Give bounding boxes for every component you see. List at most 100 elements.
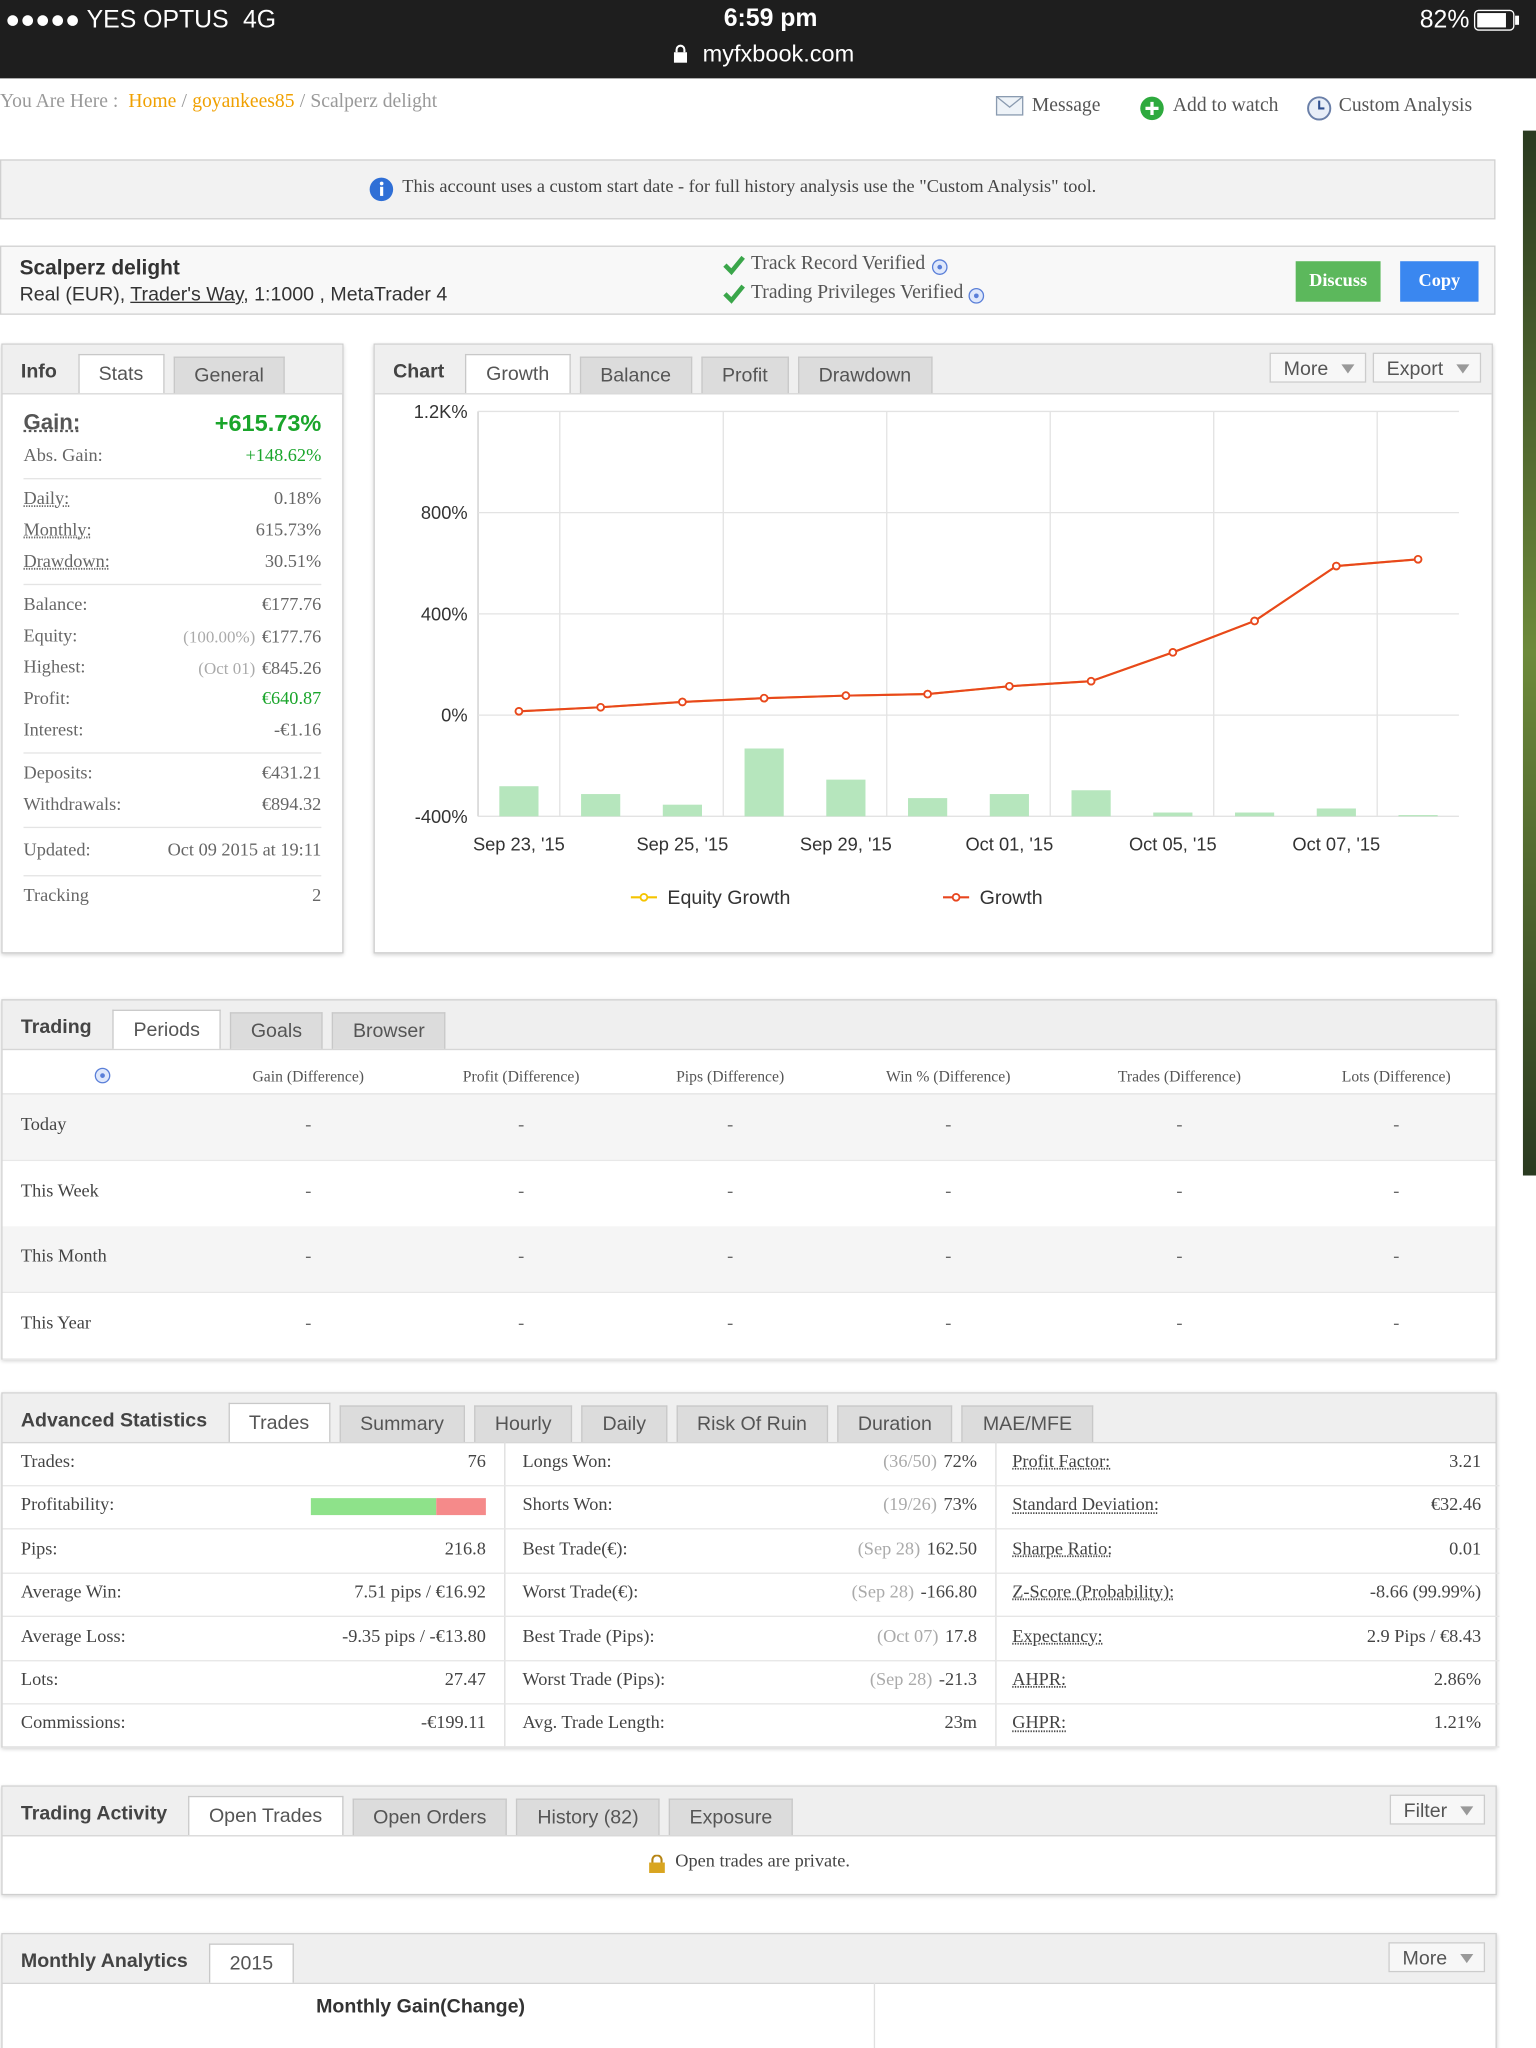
monthly-panel: Monthly Analytics 2015 More Monthly Gain(Ch… — [1, 1933, 1497, 2048]
tab[interactable]: Goals — [229, 1012, 323, 1049]
stat-value: 17.8 — [944, 1626, 977, 1647]
stat-row: Withdrawals: €894.32 — [24, 790, 322, 821]
bar — [1398, 815, 1438, 817]
cell: - — [727, 1181, 734, 1201]
bar — [744, 748, 784, 817]
stat-value: €32.46 — [1430, 1496, 1482, 1516]
action-link[interactable]: Message — [1031, 95, 1101, 117]
row-divider — [2, 1746, 505, 1749]
stat-value: 2 — [312, 886, 322, 907]
gain-row: Gain: +615.73% — [24, 405, 322, 442]
tab[interactable]: Stats — [77, 353, 165, 394]
action-link[interactable]: Add to watch — [1172, 95, 1279, 117]
stat-note: (Sep 28) — [851, 1583, 915, 1603]
stat-label: Equity: — [23, 626, 78, 647]
stat-value-wrap: 3.21 — [1449, 1452, 1481, 1473]
tab[interactable]: Open Orders — [352, 1798, 508, 1836]
tab[interactable]: Periods — [112, 1009, 221, 1049]
stat-value: Oct 09 2015 at 19:11 — [167, 841, 322, 861]
breadcrumb-item[interactable]: Home — [128, 91, 177, 113]
stat-value: 2.86% — [1433, 1670, 1482, 1691]
stat-value-wrap: (Sep 28) -21.3 — [870, 1671, 977, 1692]
panel-label: Trading Activity — [20, 1802, 168, 1825]
copy-button[interactable]: Copy — [1400, 261, 1479, 302]
tab[interactable]: Exposure — [668, 1798, 794, 1836]
stat-group: Balance: €177.76 Equity: (100.00%) €177.76 Hi… — [23, 585, 322, 754]
stat-value: 615.73% — [255, 521, 322, 541]
cell: - — [518, 1247, 525, 1267]
tab[interactable]: 2015 — [208, 1943, 295, 1983]
tab[interactable]: Open Trades — [188, 1795, 344, 1836]
help-icon — [968, 287, 985, 311]
action-link[interactable]: Custom Analysis — [1338, 95, 1473, 117]
column-divider — [873, 1982, 876, 2048]
discuss-button[interactable]: Discuss — [1295, 261, 1381, 302]
menu-button[interactable]: More — [1388, 1942, 1486, 1973]
stat-group: Tracking 2 — [24, 876, 322, 918]
bar — [1153, 812, 1193, 817]
stat-value: 0.18% — [274, 489, 322, 510]
stat-note: (Oct 07) — [876, 1626, 939, 1647]
stat-value-wrap: 615.73% — [256, 516, 322, 547]
column-divider — [995, 1441, 997, 1747]
tab[interactable]: Hourly — [473, 1405, 573, 1442]
cell: - — [305, 1181, 312, 1201]
tab[interactable]: Summary — [339, 1405, 465, 1442]
stat-value-wrap: €894.32 — [262, 790, 321, 821]
stat-value-wrap: €177.76 — [262, 590, 321, 621]
stat-value-wrap: -8.66 (99.99%) — [1370, 1583, 1481, 1604]
bar — [989, 794, 1029, 817]
stat-label: Average Loss: — [20, 1626, 126, 1647]
stat-value: 76 — [467, 1452, 486, 1472]
check-icon-part — [723, 255, 745, 276]
stat-group: Abs. Gain: +148.62% — [23, 441, 322, 480]
broker-link[interactable]: Trader's Way — [130, 283, 244, 306]
column-divider — [504, 1441, 506, 1747]
tab[interactable]: Browser — [332, 1012, 446, 1049]
tab-bar: Monthly Analytics 2015 — [2, 1934, 1496, 1984]
row-label: This Year — [20, 1313, 91, 1333]
stat-value: -€199.11 — [421, 1714, 486, 1734]
tab-bar: Advanced Statistics Trades Summary Hourly Da… — [2, 1393, 1496, 1444]
menu-label: More — [1402, 1947, 1448, 1970]
menu-arrow — [1460, 1953, 1474, 1964]
row-divider — [504, 1528, 996, 1530]
help-icon-part — [100, 1073, 105, 1078]
tab[interactable]: Balance — [579, 356, 692, 394]
stat-value-wrap: (100.00%) €177.76 — [183, 622, 321, 653]
menu-button[interactable]: More — [1269, 352, 1367, 383]
tab[interactable]: Drawdown — [797, 356, 933, 394]
stat-label: Balance: — [23, 595, 88, 616]
tab[interactable]: Duration — [836, 1405, 953, 1442]
stat-value-wrap: 76 — [468, 1452, 486, 1473]
stat-value-wrap: 7.51 pips / €16.92 — [354, 1583, 486, 1604]
tab[interactable]: History (82) — [516, 1798, 660, 1836]
tab[interactable]: Risk Of Ruin — [676, 1405, 828, 1442]
cell: - — [1393, 1247, 1400, 1267]
breadcrumb-item[interactable]: goyankees85 — [192, 91, 295, 113]
tab[interactable]: Growth — [465, 353, 571, 394]
row-divider — [504, 1485, 996, 1487]
stat-label: Longs Won: — [522, 1452, 612, 1472]
trading-panel: Trading Periods Goals Browser Gain (Differen… — [1, 999, 1497, 1360]
tab[interactable]: Profit — [701, 356, 789, 394]
series-point — [678, 697, 687, 707]
stat-value-wrap: -€1.16 — [274, 716, 321, 747]
stat-label: Z-Score (Probability): — [1012, 1583, 1175, 1603]
stat-label: Tracking — [23, 886, 89, 907]
menu-label: Filter — [1403, 1799, 1448, 1823]
check-icon-part — [723, 255, 745, 276]
breadcrumb-separator: / — [299, 91, 306, 113]
tab[interactable]: MAE/MFE — [961, 1405, 1093, 1442]
stat-value: 23m — [944, 1714, 977, 1734]
tab[interactable]: Trades — [227, 1402, 331, 1442]
menu-button[interactable]: Filter — [1389, 1794, 1486, 1825]
tab[interactable]: Daily — [581, 1405, 667, 1442]
url[interactable]: myfxbook.com — [702, 40, 855, 67]
x-tick-label: Oct 05, '15 — [1129, 833, 1217, 854]
tab[interactable]: General — [173, 356, 285, 394]
stat-row: Equity: (100.00%) €177.76 — [24, 622, 322, 653]
stat-value-wrap: (36/50) 72% — [883, 1452, 977, 1473]
menu-button[interactable]: Export — [1372, 352, 1482, 383]
cell: - — [1176, 1313, 1183, 1333]
